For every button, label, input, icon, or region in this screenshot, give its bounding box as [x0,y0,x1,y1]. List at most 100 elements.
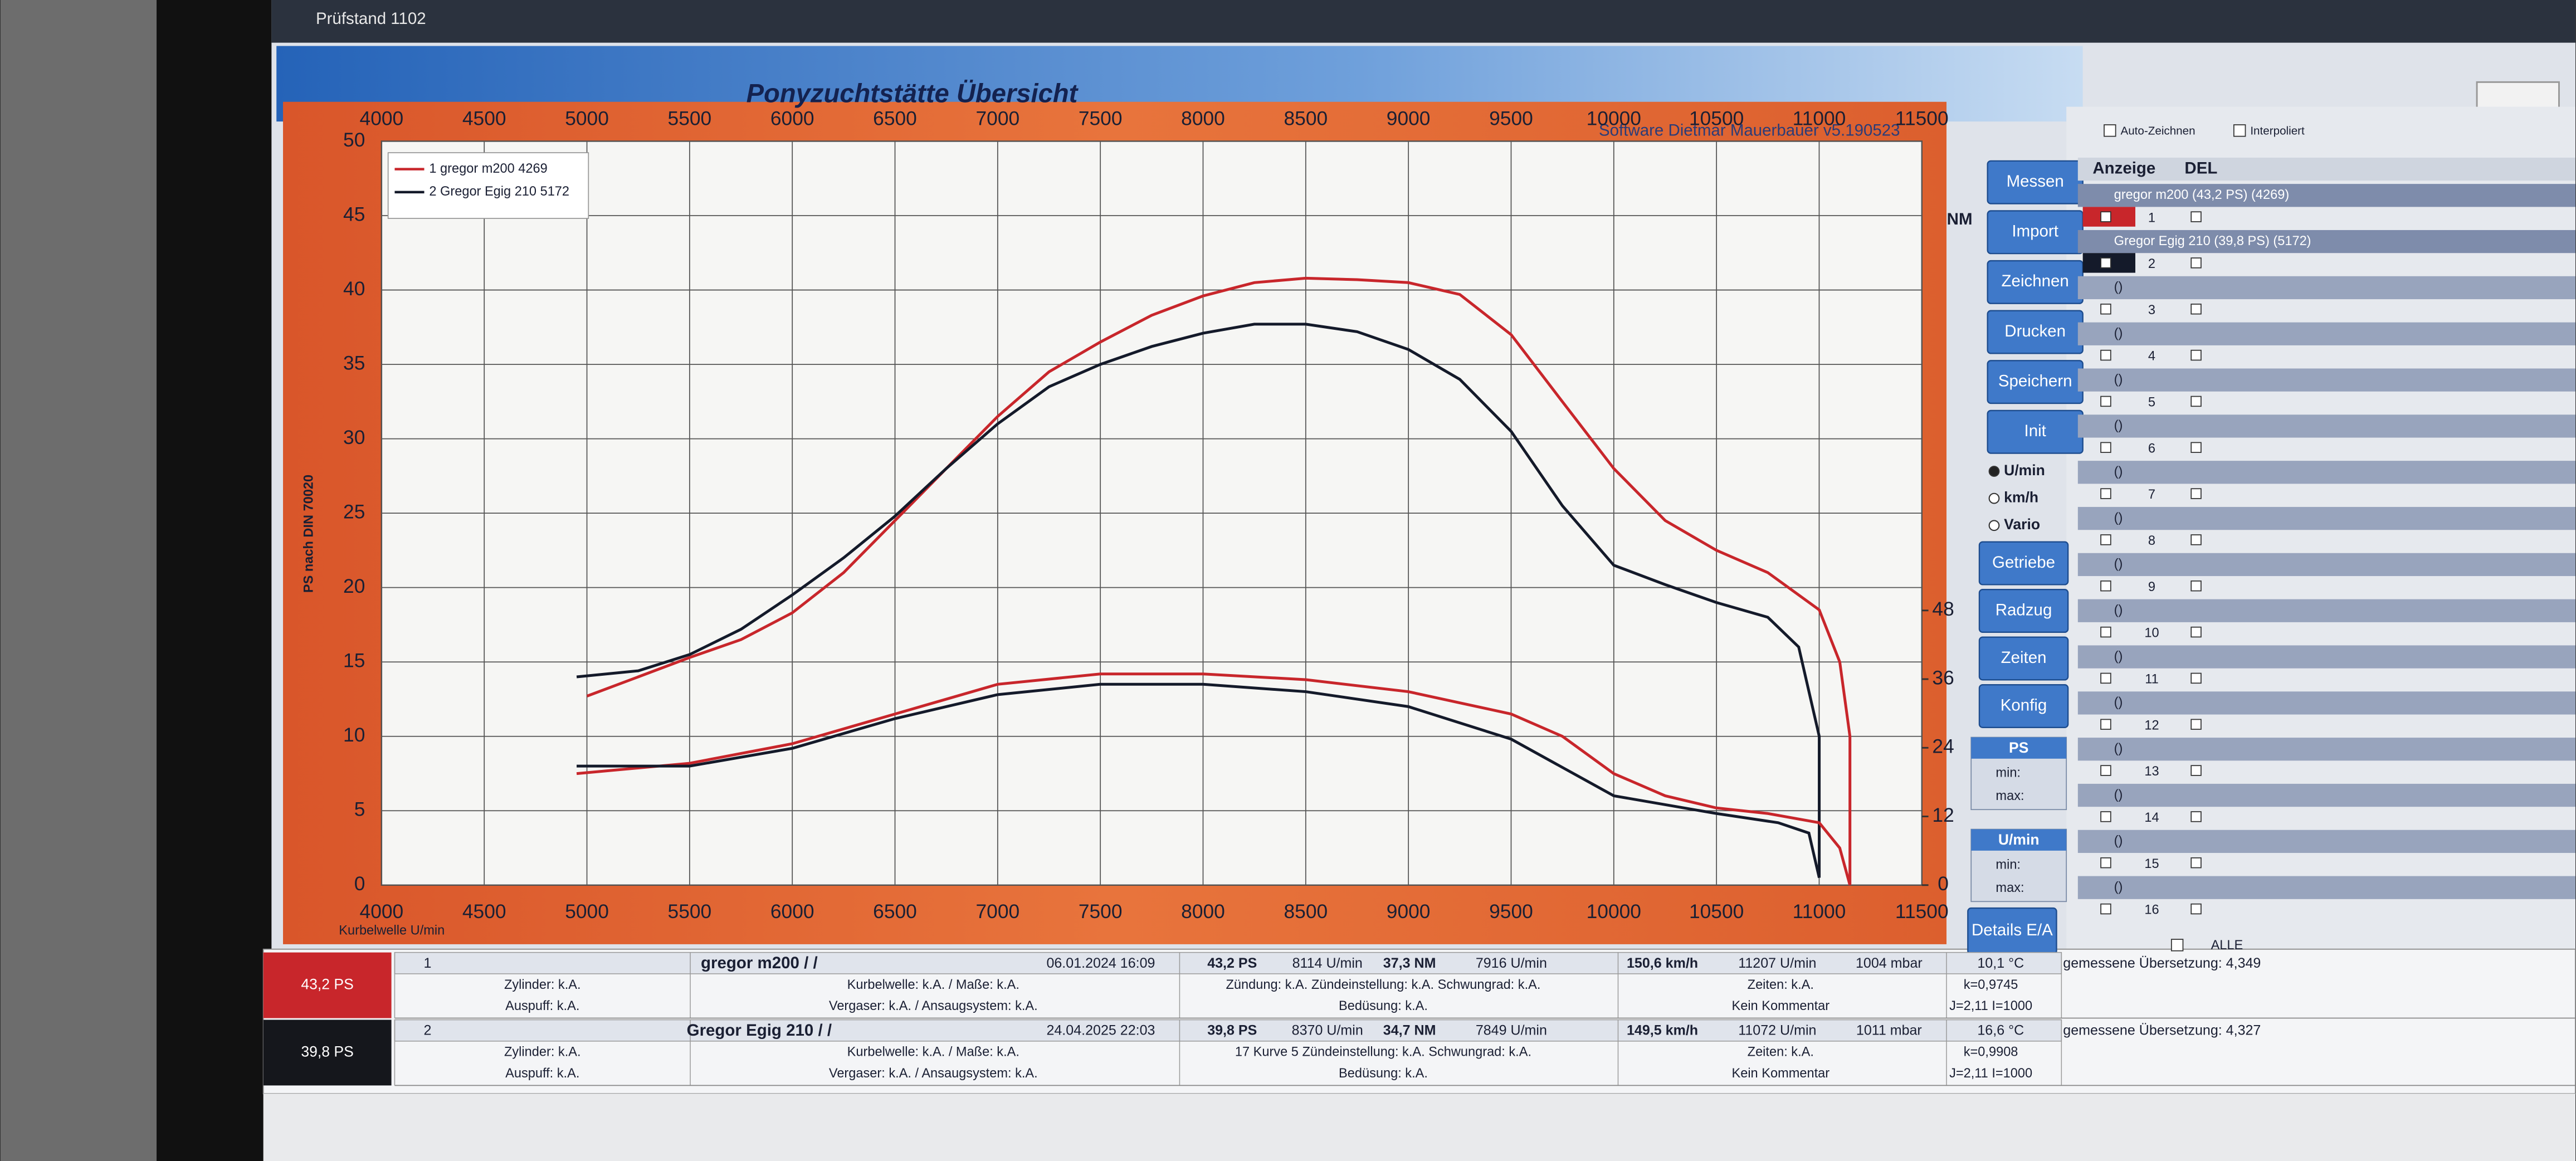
alle-delete[interactable] [2170,939,2184,952]
chart-title: Ponyzuchtstätte Übersicht [747,78,1079,108]
checkbox[interactable] [2104,124,2116,137]
radio[interactable] [1988,520,2000,531]
y2-tick-label: 0 [1938,873,1949,895]
chart-subtitle: Software Dietmar Mauerbauer v5.190523 [1599,121,1900,140]
y-tick-label: 30 [343,427,365,448]
radio[interactable] [1988,492,2000,504]
cell: 11072 U/min [1738,1023,1816,1038]
run-delete[interactable] [2190,672,2202,684]
run-row [2077,322,2575,345]
run-row [2077,876,2575,899]
y2-tick-label: 36 [1932,667,1954,689]
button-label[interactable]: Konfig [2001,696,2047,714]
run-row [2077,691,2575,715]
run-number: 12 [2144,718,2159,732]
run-label: () [2114,325,2123,340]
run-show[interactable] [2100,765,2111,776]
cell: J=2,11 I=1000 [1949,998,2032,1013]
run-delete[interactable] [2190,626,2202,638]
run-show[interactable] [2100,857,2111,869]
run-show[interactable] [2100,903,2111,915]
button[interactable] [1978,636,2069,681]
run-label: () [2114,510,2123,525]
cell: Gregor Egig 210 / / [687,1021,832,1040]
button[interactable] [1978,684,2069,728]
run-delete[interactable] [2190,349,2202,361]
run-show[interactable] [2100,672,2111,684]
run-show[interactable] [2100,211,2111,222]
range-box-head [1971,737,2067,759]
radio-label[interactable]: km/h [2004,489,2038,506]
run-show[interactable] [2100,488,2111,499]
button-label[interactable]: Details E/A [1972,921,2053,939]
run-delete[interactable] [2190,719,2202,730]
run-number: 1 [2148,210,2155,225]
run-number: 6 [2148,441,2155,455]
run-delete[interactable] [2190,534,2202,545]
run-delete[interactable] [2190,257,2202,269]
cell: 149,5 km/h [1627,1023,1698,1038]
button-label[interactable]: Drucken [2004,322,2066,340]
window-controls[interactable] [2476,81,2560,110]
panel-header: DEL [2184,159,2217,177]
run-delete[interactable] [2190,765,2202,776]
cell: 1 [423,955,431,971]
run-delete[interactable] [2190,811,2202,822]
cell: Zeiten: k.A. [1748,1045,1814,1059]
x-tick-label-top: 11500 [1895,108,1949,130]
run-show[interactable] [2100,811,2111,822]
run-show[interactable] [2100,626,2111,638]
cell: gemessene Übersetzung: 4,349 [2063,955,2261,971]
run-show[interactable] [2100,304,2111,315]
button-label[interactable]: Getriebe [1992,553,2055,572]
button-label[interactable]: Speichern [1998,372,2072,390]
checkbox[interactable] [2233,124,2246,137]
run-delete[interactable] [2190,304,2202,315]
run-delete[interactable] [2190,857,2202,869]
run-show[interactable] [2100,257,2111,269]
run-delete[interactable] [2190,488,2202,499]
run-delete[interactable] [2190,442,2202,453]
x-tick-label: 7000 [976,901,1020,923]
run-delete[interactable] [2190,903,2202,915]
button-label[interactable]: Radzug [1996,601,2052,619]
button-label[interactable]: Zeichnen [2002,272,2069,290]
cell: Kurbelwelle: k.A. / Maße: k.A. [847,977,1019,992]
cell: 7849 U/min [1476,1023,1547,1038]
button-label[interactable]: Init [2024,422,2046,440]
legend-label: 1 gregor m200 4269 [429,161,547,175]
run-label: Gregor Egig 210 (39,8 PS) (5172) [2114,233,2311,248]
range-min: min: [1996,765,2021,780]
button[interactable] [1987,160,2084,204]
run-show[interactable] [2100,442,2111,453]
cell: 1011 mbar [1856,1023,1922,1038]
run-delete[interactable] [2190,580,2202,592]
radio-label[interactable]: U/min [2004,462,2045,479]
button[interactable] [1978,541,2069,586]
row-badge [263,952,392,1018]
run-show[interactable] [2100,719,2111,730]
run-show[interactable] [2100,580,2111,592]
button[interactable] [1978,589,2069,633]
alle-label[interactable]: ALLE [2211,938,2243,952]
run-label: () [2114,787,2123,802]
run-show[interactable] [2100,534,2111,545]
run-show[interactable] [2100,396,2111,407]
run-row [2077,276,2575,300]
x-tick-label: 6000 [770,901,814,923]
cell: Auspuff: k.A. [505,1066,579,1080]
button-label[interactable]: Zeiten [2001,648,2047,667]
run-number: 14 [2144,810,2159,825]
x-tick-label: 4500 [462,901,506,923]
run-number: 11 [2145,672,2158,686]
radio-label[interactable]: Vario [2004,516,2040,533]
button-label[interactable]: Messen [2007,172,2064,191]
x-tick-label-top: 6500 [873,108,917,130]
run-delete[interactable] [2190,396,2202,407]
run-show[interactable] [2100,349,2111,361]
run-delete[interactable] [2190,211,2202,222]
radio[interactable] [1988,466,2000,477]
button-label[interactable]: Import [2012,222,2058,241]
cell: 06.01.2024 16:09 [1046,955,1155,971]
cell: Zylinder: k.A. [504,977,581,992]
